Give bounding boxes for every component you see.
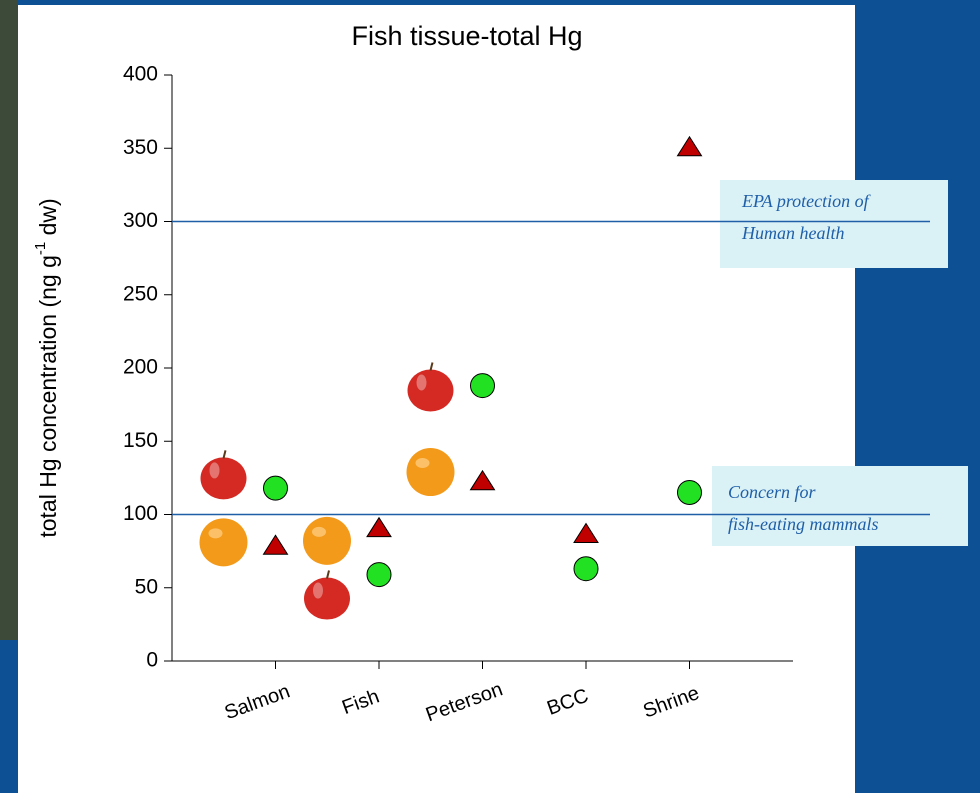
y-tick-label: 350 [123,136,158,159]
circle-marker [264,476,288,500]
y-tick-label: 50 [135,575,158,598]
photo-strip [0,0,18,640]
orange-body [200,518,248,566]
y-tick-label: 0 [146,649,158,672]
orange-shine [209,528,223,538]
orange-shine [416,458,430,468]
orange-body [407,448,455,496]
orange-marker [303,517,351,565]
page: Fish tissue-total Hg total Hg concentrat… [0,0,980,793]
circle-marker [678,481,702,505]
chart: Fish tissue-total Hg total Hg concentrat… [0,0,980,793]
annotation: fish-eating mammals [728,514,879,534]
orange-marker [407,448,455,496]
annotation: EPA protection of [741,191,872,211]
y-tick-label: 100 [123,502,158,525]
apple-shine [417,375,427,391]
circle-marker [367,563,391,587]
apple-body [408,370,454,412]
annotation: Human health [741,223,845,243]
circle-marker [574,557,598,581]
apple-shine [313,583,323,599]
orange-body [303,517,351,565]
circle-marker [471,374,495,398]
y-tick-label: 200 [123,356,158,379]
orange-marker [200,518,248,566]
apple-shine [210,462,220,478]
annotation: Concern for [728,482,816,502]
chart-title: Fish tissue-total Hg [351,21,582,51]
y-tick-label: 300 [123,209,158,232]
y-tick-label: 250 [123,282,158,305]
apple-body [201,457,247,499]
orange-shine [312,527,326,537]
apple-body [304,578,350,620]
y-tick-label: 150 [123,429,158,452]
y-tick-label: 400 [123,63,158,86]
